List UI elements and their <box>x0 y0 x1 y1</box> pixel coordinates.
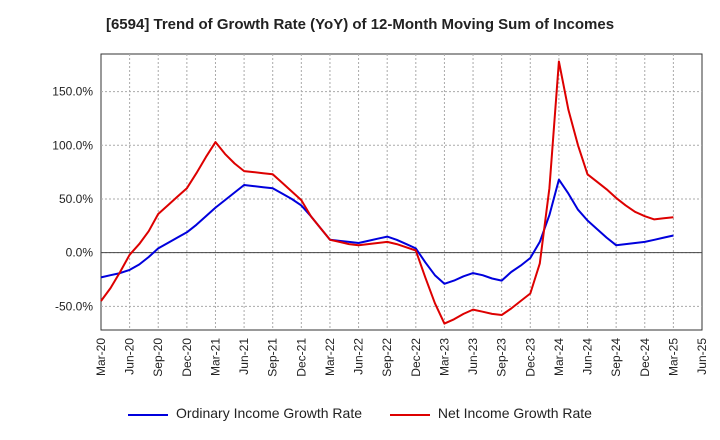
x-tick-label: Jun-21 <box>237 338 251 375</box>
x-tick-label: Sep-22 <box>380 338 394 377</box>
x-tick-label: Jun-23 <box>466 338 480 375</box>
series-line-ordinary-income <box>100 178 674 285</box>
x-tick-label: Jun-22 <box>352 338 366 375</box>
x-tick-label: Dec-23 <box>523 338 537 377</box>
x-tick-label: Mar-20 <box>94 338 108 376</box>
x-tick-label: Mar-21 <box>208 338 222 376</box>
y-tick-label: 100.0% <box>52 138 93 152</box>
legend-swatch-net-income <box>389 413 430 416</box>
plot-area <box>100 53 703 331</box>
series-line-net-income <box>100 60 674 325</box>
x-tick-label: Dec-21 <box>294 338 308 377</box>
x-tick-label: Mar-24 <box>552 338 566 376</box>
x-tick-label: Dec-22 <box>409 338 423 377</box>
axis-layer: -50.0% 0.0% 50.0% 100.0% 150.0% Mar-20 Jun-20 S… <box>52 85 709 377</box>
x-tick-label: Mar-22 <box>323 338 337 376</box>
x-tick-label: Sep-20 <box>151 338 165 377</box>
x-tick-label: Jun-20 <box>123 338 137 375</box>
legend-label-ordinary-income: Ordinary Income Growth Rate <box>176 405 362 422</box>
legend: Ordinary Income Growth Rate Net Income G… <box>0 404 720 421</box>
chart-title: [6594] Trend of Growth Rate (YoY) of 12-… <box>105 16 615 33</box>
x-tick-label: Sep-24 <box>609 338 623 377</box>
x-tick-label: Dec-24 <box>638 338 652 377</box>
x-tick-label: Mar-25 <box>666 338 680 376</box>
x-tick-label: Dec-20 <box>180 338 194 377</box>
legend-item-ordinary-income: Ordinary Income Growth Rate <box>128 405 362 421</box>
x-tick-label: Jun-24 <box>581 338 595 375</box>
x-tick-label: Sep-21 <box>266 338 280 377</box>
x-tick-label: Mar-23 <box>437 338 451 376</box>
legend-item-net-income: Net Income Growth Rate <box>389 405 592 422</box>
y-tick-label: 0.0% <box>66 246 94 260</box>
x-tick-label: Sep-23 <box>495 338 509 377</box>
y-tick-label: -50.0% <box>55 299 93 313</box>
y-tick-label: 50.0% <box>59 192 93 206</box>
y-tick-label: 150.0% <box>52 85 93 99</box>
series-layer <box>100 60 674 325</box>
legend-label-net-income: Net Income Growth Rate <box>437 405 592 422</box>
x-tick-label: Jun-25 <box>695 338 709 375</box>
legend-swatch-ordinary-income <box>128 413 169 416</box>
